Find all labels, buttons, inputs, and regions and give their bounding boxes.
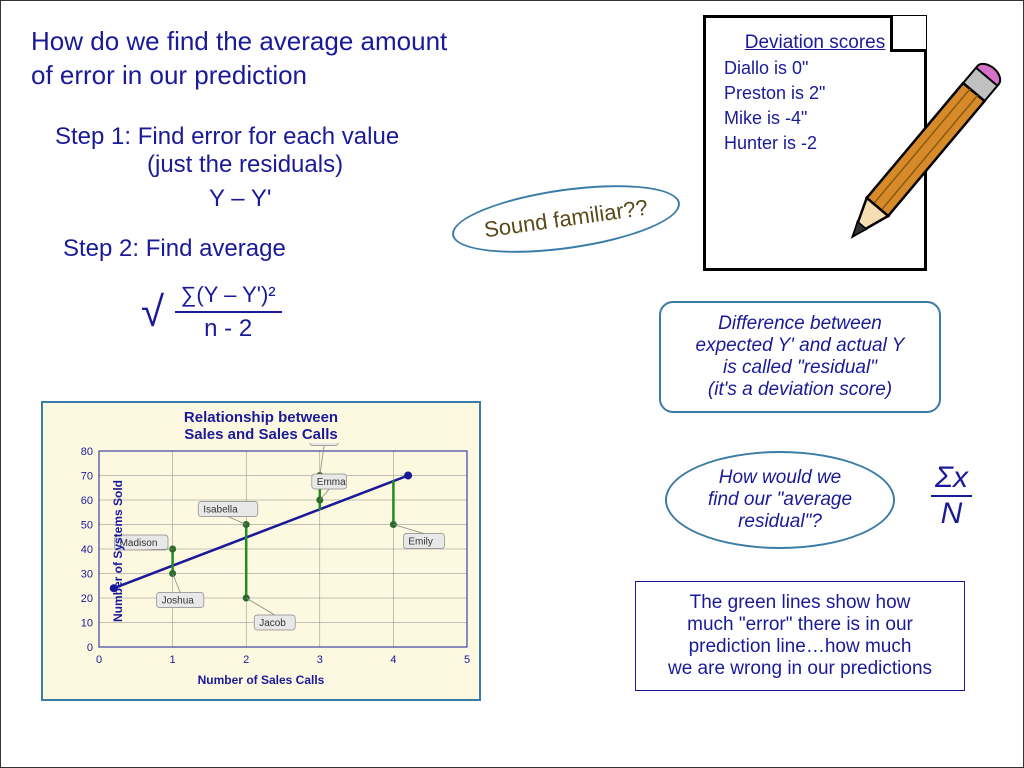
sigma-bot: N — [931, 497, 972, 531]
ac-l3: residual"? — [738, 511, 822, 532]
svg-text:Ava: Ava — [315, 443, 332, 445]
sqrt-symbol: √ — [141, 288, 164, 335]
pencil-icon — [821, 41, 1011, 281]
rc-l2: expected Y' and actual Y — [696, 335, 905, 356]
svg-text:0: 0 — [96, 654, 102, 666]
ct-l1: Relationship between — [184, 409, 338, 426]
ac-l1: How would we — [719, 467, 842, 488]
svg-text:Madison: Madison — [120, 538, 158, 549]
svg-text:Emma: Emma — [317, 477, 346, 488]
svg-text:5: 5 — [464, 654, 470, 666]
svg-text:4: 4 — [390, 654, 396, 666]
chart-ylabel: Number of Systems Sold — [111, 480, 125, 622]
bn-l3: prediction line…how much — [689, 636, 912, 657]
ct-l2: Sales and Sales Calls — [184, 426, 337, 443]
step2-formula: √ ∑(Y – Y')² n - 2 — [141, 281, 282, 343]
svg-text:Jacob: Jacob — [259, 618, 286, 629]
sound-familiar-bubble: Sound familiar?? — [448, 173, 684, 264]
rc-l1: Difference between — [718, 313, 882, 334]
sound-text: Sound familiar?? — [482, 195, 649, 244]
formula2-denominator: n - 2 — [204, 315, 252, 342]
svg-text:Joshua: Joshua — [162, 596, 195, 607]
svg-text:50: 50 — [81, 520, 93, 532]
svg-text:Isabella: Isabella — [203, 505, 238, 516]
chart-xlabel: Number of Sales Calls — [43, 673, 479, 693]
green-lines-note: The green lines show how much "error" th… — [635, 581, 965, 691]
formula2-numerator: ∑(Y – Y')² — [181, 282, 276, 307]
svg-text:Emily: Emily — [408, 537, 432, 548]
residual-definition-callout: Difference between expected Y' and actua… — [659, 301, 941, 413]
chart-title: Relationship between Sales and Sales Cal… — [43, 403, 479, 443]
svg-text:20: 20 — [81, 593, 93, 605]
rc-l4: (it's a deviation score) — [708, 379, 892, 400]
step1-line1: Step 1: Find error for each value — [55, 123, 399, 150]
svg-text:10: 10 — [81, 618, 93, 630]
sales-chart: Relationship between Sales and Sales Cal… — [41, 401, 481, 701]
svg-text:2: 2 — [243, 654, 249, 666]
bn-l2: much "error" there is in our — [687, 614, 913, 635]
svg-text:30: 30 — [81, 569, 93, 581]
average-residual-callout: How would we find our "average residual"… — [665, 451, 895, 549]
step1-formula: Y – Y' — [209, 185, 271, 213]
step1-text: Step 1: Find error for each value (just … — [55, 123, 399, 179]
ac-l2: find our "average — [708, 489, 852, 510]
rc-l3: is called "residual" — [723, 357, 877, 378]
svg-text:1: 1 — [170, 654, 176, 666]
sigma-top: Σx — [931, 461, 972, 497]
svg-text:80: 80 — [81, 446, 93, 458]
svg-text:70: 70 — [81, 471, 93, 483]
sigma-x-over-n: Σx N — [931, 461, 972, 531]
svg-text:0: 0 — [87, 642, 93, 654]
svg-text:3: 3 — [317, 654, 323, 666]
svg-text:60: 60 — [81, 495, 93, 507]
page-title: How do we find the average amount of err… — [31, 25, 451, 93]
bn-l1: The green lines show how — [690, 592, 911, 613]
chart-plot: 0 10 20 30 40 50 60 70 80 0 1 2 3 4 5 Madison Joshua Isab… — [43, 443, 483, 673]
step1-line2: (just the residuals) — [55, 151, 343, 178]
svg-text:40: 40 — [81, 544, 93, 556]
bn-l4: we are wrong in our predictions — [668, 658, 932, 679]
step2-text: Step 2: Find average — [63, 235, 286, 263]
